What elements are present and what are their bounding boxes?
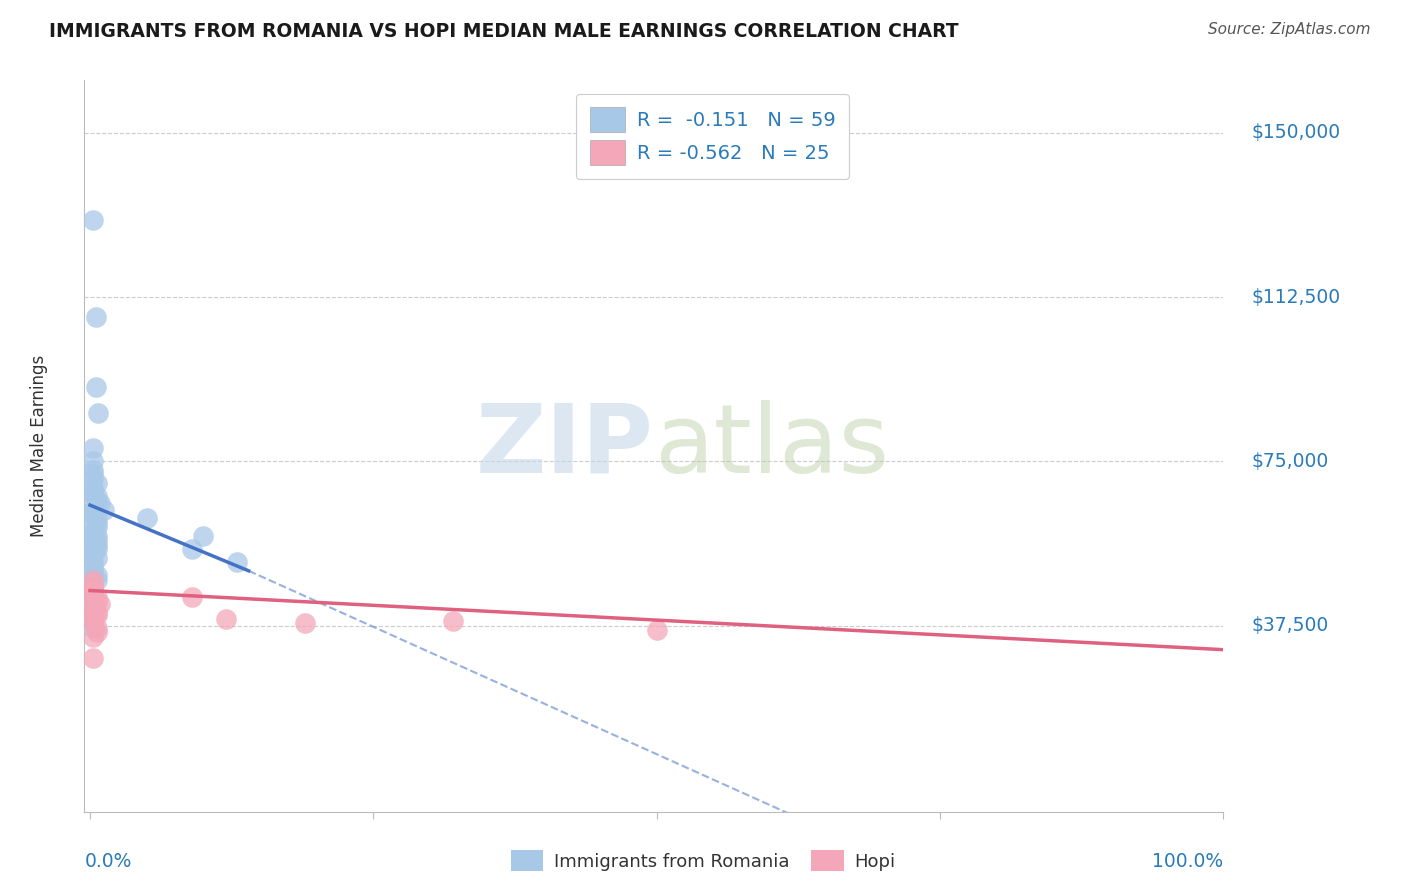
Point	[82, 564, 104, 578]
Point	[82, 546, 104, 560]
Point	[82, 616, 104, 631]
Point	[82, 599, 104, 613]
Point	[86, 568, 108, 582]
Point	[86, 550, 108, 565]
Point	[82, 472, 104, 486]
Point	[82, 612, 104, 626]
Point	[82, 582, 104, 596]
Point	[82, 568, 104, 582]
Point	[86, 529, 108, 543]
Point	[82, 612, 104, 626]
Point	[215, 612, 238, 626]
Text: 100.0%: 100.0%	[1152, 852, 1223, 871]
Point	[82, 603, 104, 617]
Point	[86, 606, 108, 620]
Point	[294, 616, 316, 631]
Point	[82, 594, 104, 608]
Point	[82, 614, 104, 628]
Point	[82, 524, 104, 539]
Point	[82, 585, 104, 599]
Point	[86, 489, 108, 503]
Point	[226, 555, 249, 569]
Point	[82, 463, 104, 477]
Point	[82, 441, 104, 455]
Point	[82, 454, 104, 468]
Point	[193, 529, 215, 543]
Point	[82, 507, 104, 521]
Text: Source: ZipAtlas.com: Source: ZipAtlas.com	[1208, 22, 1371, 37]
Point	[86, 607, 108, 622]
Text: $112,500: $112,500	[1251, 287, 1341, 307]
Point	[82, 509, 104, 524]
Point	[82, 621, 104, 635]
Point	[82, 573, 104, 587]
Text: $75,000: $75,000	[1251, 452, 1329, 471]
Text: atlas: atlas	[654, 400, 889, 492]
Point	[82, 481, 104, 495]
Point	[82, 599, 104, 613]
Point	[82, 487, 104, 501]
Text: $37,500: $37,500	[1251, 616, 1329, 635]
Point	[86, 621, 108, 635]
Point	[86, 533, 108, 548]
Point	[86, 590, 108, 604]
Point	[82, 549, 104, 563]
Point	[82, 559, 104, 574]
Point	[86, 537, 108, 551]
Point	[82, 485, 104, 500]
Text: 0.0%: 0.0%	[84, 852, 132, 871]
Text: Median Male Earnings: Median Male Earnings	[30, 355, 48, 537]
Point	[82, 603, 104, 617]
Point	[441, 614, 464, 628]
Point	[82, 583, 104, 598]
Legend: R =  -0.151   N = 59, R = -0.562   N = 25: R = -0.151 N = 59, R = -0.562 N = 25	[576, 94, 849, 178]
Point	[82, 590, 104, 604]
Point	[82, 520, 104, 534]
Point	[82, 577, 104, 591]
Point	[82, 594, 104, 608]
Point	[82, 537, 104, 551]
Point	[86, 594, 108, 608]
Point	[645, 623, 668, 637]
Point	[82, 555, 104, 569]
Point	[87, 406, 110, 420]
Point	[86, 493, 108, 508]
Point	[82, 213, 104, 227]
Point	[135, 511, 157, 525]
Legend: Immigrants from Romania, Hopi: Immigrants from Romania, Hopi	[503, 843, 903, 879]
Point	[89, 597, 111, 611]
Point	[82, 467, 104, 482]
Point	[82, 577, 104, 591]
Point	[82, 582, 104, 596]
Point	[82, 616, 104, 631]
Point	[82, 585, 104, 599]
Point	[84, 380, 107, 394]
Point	[86, 516, 108, 530]
Point	[82, 607, 104, 622]
Text: ZIP: ZIP	[475, 400, 654, 492]
Point	[82, 498, 104, 512]
Point	[93, 502, 115, 516]
Text: $150,000: $150,000	[1251, 123, 1341, 143]
Point	[181, 541, 204, 556]
Point	[82, 502, 104, 516]
Point	[86, 541, 108, 556]
Point	[84, 310, 107, 324]
Point	[86, 573, 108, 587]
Point	[82, 651, 104, 665]
Point	[89, 496, 111, 510]
Point	[86, 520, 108, 534]
Point	[181, 590, 204, 604]
Point	[82, 533, 104, 548]
Point	[82, 630, 104, 644]
Point	[82, 529, 104, 543]
Point	[86, 625, 108, 640]
Point	[82, 573, 104, 587]
Point	[86, 511, 108, 525]
Point	[82, 541, 104, 556]
Point	[86, 476, 108, 491]
Text: IMMIGRANTS FROM ROMANIA VS HOPI MEDIAN MALE EARNINGS CORRELATION CHART: IMMIGRANTS FROM ROMANIA VS HOPI MEDIAN M…	[49, 22, 959, 41]
